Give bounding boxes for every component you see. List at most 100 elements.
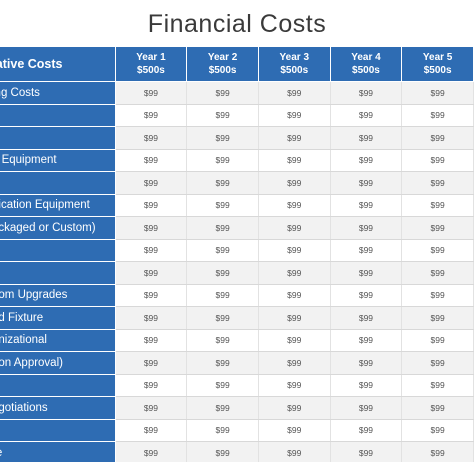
table-row: anizational$99$99$99$99$99: [0, 329, 474, 352]
row-label-cell: t: [0, 374, 116, 397]
cost-value-cell: $99: [258, 284, 331, 307]
page-title: Financial Costs: [147, 10, 327, 38]
row-label-cell: [0, 419, 116, 442]
row-label-cell: [0, 261, 116, 285]
header-year-label: Year 3: [279, 52, 310, 63]
header-year-2: Year 2 $500s: [186, 47, 259, 82]
row-label-cell: anizational: [0, 329, 116, 352]
table-row: $99 $99 $99 $99 $99: [0, 261, 474, 285]
cost-value-cell: $99: [115, 284, 188, 307]
cost-value-cell: $99: [186, 374, 259, 397]
cost-value-cell: $99: [330, 351, 403, 375]
row-label-cell: re: [0, 441, 116, 462]
cost-value-cell: $99: [330, 81, 403, 105]
cost-value-cell: $99: [115, 126, 188, 150]
cost-value-cell: $99: [115, 149, 188, 172]
cost-value-cell: $99: [330, 284, 403, 307]
table-row: oon Approval)$99$99$99$99$99: [0, 351, 474, 375]
cost-value-cell: $99: [115, 374, 188, 397]
cost-value-cell: $99: [330, 104, 403, 127]
table-row: $99 $99 $99 $99 $99: [0, 419, 474, 442]
table-row: $99 $99 $99 $99 $99: [0, 171, 474, 195]
cost-value-cell: $99: [186, 261, 259, 285]
cost-value-cell: $99: [401, 441, 474, 462]
cost-value-cell: $99: [115, 351, 188, 375]
cost-value-cell: $99: [258, 396, 331, 420]
cost-value-cell: $99: [186, 351, 259, 375]
cost-value-cell: $99: [330, 374, 403, 397]
cost-value-cell: $99: [401, 329, 474, 352]
cost-value-cell: $99: [258, 194, 331, 217]
cost-value-cell: $99: [186, 149, 259, 172]
cost-value-cell: $99: [115, 441, 188, 462]
row-label-cell: [0, 104, 116, 127]
table-row: nd Fixture$99$99$99$99$99: [0, 306, 474, 330]
row-label: ackaged or Custom): [0, 221, 96, 234]
cost-value-cell: $99: [330, 329, 403, 352]
cost-value-cell: $99: [115, 239, 188, 262]
cost-value-cell: $99: [115, 81, 188, 105]
row-label: re: [0, 447, 114, 459]
row-label: t: [0, 379, 114, 391]
table-row: oom Upgrades$99$99$99$99$99: [0, 284, 474, 307]
cost-value-cell: $99: [401, 261, 474, 285]
cost-value-cell: $99: [401, 126, 474, 150]
cost-value-cell: $99: [186, 306, 259, 330]
cost-value-cell: $99: [115, 171, 188, 195]
header-year-label: Year 1: [136, 52, 166, 63]
cost-value-cell: $99: [115, 419, 188, 442]
cost-value-cell: $99: [330, 396, 403, 420]
header-year-label: Year 5: [422, 52, 453, 63]
cost-value-cell: $99: [330, 171, 403, 195]
header-year-unit: $500s: [280, 65, 309, 76]
cost-value-cell: $99: [258, 261, 331, 285]
cost-value-cell: $99: [330, 216, 403, 240]
header-year-4: Year 4 $500s: [330, 47, 403, 82]
header-year-unit: $500s: [423, 65, 452, 76]
cost-value-cell: $99: [401, 149, 474, 172]
row-label-cell: e Equipment: [0, 149, 116, 172]
row-label: ing Costs: [0, 86, 40, 99]
row-label-cell: ing Costs: [0, 81, 116, 105]
row-label-cell: nd Fixture: [0, 306, 116, 330]
cost-value-cell: $99: [115, 194, 188, 217]
cost-value-cell: $99: [258, 216, 331, 240]
table-row: re$99$99$99$99$99: [0, 441, 474, 462]
header-year-unit: $500s: [137, 65, 165, 76]
row-label-cell: nication Equipment: [0, 194, 116, 217]
cost-value-cell: $99: [186, 284, 259, 307]
table-body: ing Costs$99$99$99$99$99$99$99$99$99$99$…: [0, 81, 474, 462]
cost-value-cell: $99: [330, 194, 403, 217]
cost-value-cell: $99: [186, 329, 259, 352]
header-year-label: Year 2: [207, 52, 238, 63]
table-row: e Equipment$99$99$99$99$99: [0, 149, 474, 172]
cost-value-cell: $99: [258, 104, 331, 127]
header-cost-category-label: titative Costs: [0, 57, 63, 71]
cost-value-cell: $99: [401, 239, 474, 262]
cost-value-cell: $99: [401, 374, 474, 397]
table-row: $99 $99 $99 $99 $99: [0, 126, 474, 150]
cost-value-cell: $99: [115, 104, 188, 127]
row-label: egotiations: [0, 401, 48, 414]
header-cost-category: titative Costs: [0, 47, 116, 82]
row-label: oon Approval): [0, 356, 63, 369]
row-label: nication Equipment: [0, 199, 90, 212]
cost-value-cell: $99: [330, 419, 403, 442]
row-label-cell: [0, 239, 116, 262]
cost-value-cell: $99: [186, 216, 259, 240]
cost-value-cell: $99: [258, 149, 331, 172]
cost-value-cell: $99: [258, 329, 331, 352]
cost-value-cell: $99: [186, 419, 259, 442]
table-row: ing Costs$99$99$99$99$99: [0, 81, 474, 105]
cost-value-cell: $99: [401, 216, 474, 240]
row-label-cell: [0, 126, 116, 150]
cost-value-cell: $99: [401, 81, 474, 105]
row-label-cell: ackaged or Custom): [0, 216, 116, 240]
header-year-3: Year 3 $500s: [258, 47, 331, 82]
row-label: e Equipment: [0, 154, 57, 167]
header-year-5: Year 5 $500s: [401, 47, 474, 82]
cost-value-cell: $99: [115, 216, 188, 240]
cost-value-cell: $99: [186, 171, 259, 195]
row-label: oom Upgrades: [0, 289, 68, 302]
